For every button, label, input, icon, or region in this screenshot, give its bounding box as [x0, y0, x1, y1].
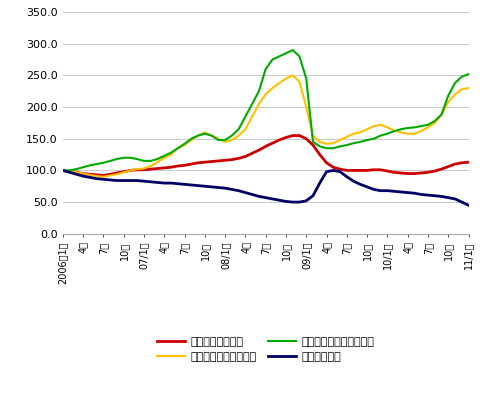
シカゴ市場の大豆油価格: [60, 168, 66, 173]
交易条件指数: [60, 168, 66, 173]
シカゴ市場の大豆価格: [317, 139, 323, 144]
シカゴ市場の大豆油価格: [141, 158, 147, 163]
交易条件指数: [202, 184, 208, 189]
Line: 国内の大豆油価格: 国内の大豆油価格: [63, 135, 469, 175]
交易条件指数: [303, 198, 309, 203]
シカゴ市場の大豆価格: [425, 125, 431, 130]
国内の大豆油価格: [425, 170, 431, 175]
Line: 交易条件指数: 交易条件指数: [63, 170, 469, 205]
シカゴ市場の大豆油価格: [310, 139, 316, 144]
国内の大豆油価格: [317, 152, 323, 157]
交易条件指数: [155, 180, 160, 185]
交易条件指数: [466, 203, 471, 208]
国内の大豆油価格: [283, 135, 289, 140]
交易条件指数: [412, 191, 417, 195]
Line: シカゴ市場の大豆価格: シカゴ市場の大豆価格: [63, 75, 469, 177]
国内の大豆油価格: [209, 159, 214, 164]
シカゴ市場の大豆油価格: [418, 124, 424, 129]
国内の大豆油価格: [148, 167, 154, 172]
国内の大豆油価格: [466, 160, 471, 164]
シカゴ市場の大豆油価格: [466, 72, 471, 77]
シカゴ市場の大豆価格: [290, 73, 296, 78]
Line: シカゴ市場の大豆油価格: シカゴ市場の大豆油価格: [63, 50, 469, 170]
シカゴ市場の大豆価格: [466, 86, 471, 91]
国内の大豆油価格: [60, 168, 66, 173]
Legend: 国内の大豆油価格, シカゴ市場の大豆価格, シカゴ市場の大豆油価格, 交易条件指数: 国内の大豆油価格, シカゴ市場の大豆価格, シカゴ市場の大豆油価格, 交易条件指…: [153, 332, 379, 367]
シカゴ市場の大豆価格: [148, 164, 154, 168]
交易条件指数: [276, 198, 282, 203]
シカゴ市場の大豆価格: [100, 174, 106, 179]
シカゴ市場の大豆油価格: [290, 48, 296, 52]
シカゴ市場の大豆価格: [209, 133, 214, 138]
シカゴ市場の大豆価格: [283, 76, 289, 81]
シカゴ市場の大豆価格: [161, 155, 167, 160]
シカゴ市場の大豆油価格: [202, 131, 208, 136]
シカゴ市場の大豆価格: [60, 168, 66, 173]
シカゴ市場の大豆油価格: [155, 157, 160, 162]
交易条件指数: [141, 179, 147, 184]
国内の大豆油価格: [290, 133, 296, 138]
国内の大豆油価格: [100, 173, 106, 178]
国内の大豆油価格: [161, 166, 167, 170]
シカゴ市場の大豆油価格: [276, 54, 282, 59]
